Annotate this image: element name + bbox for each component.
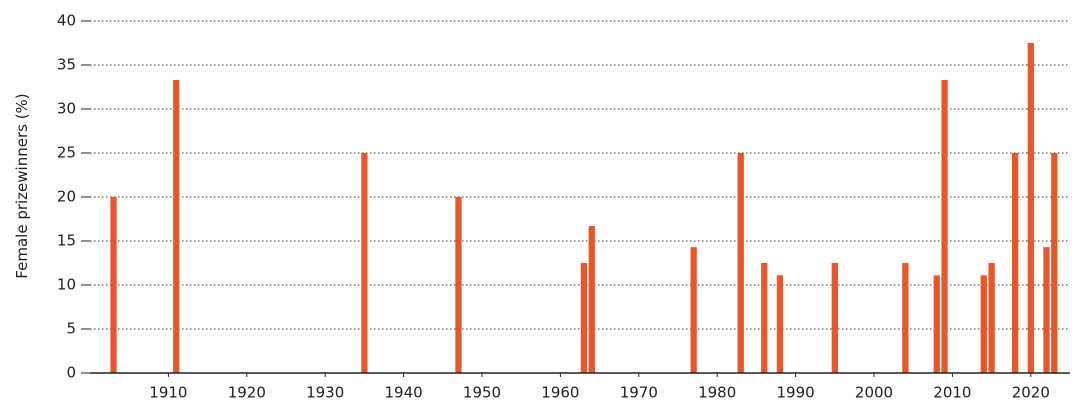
y-tick-label: 35 [57, 56, 76, 74]
bar [761, 263, 768, 373]
bar [737, 153, 744, 373]
x-tick-label: 2010 [933, 384, 971, 402]
x-tick-label: 1980 [698, 384, 736, 402]
bar [1027, 43, 1034, 373]
x-tick-label: 1960 [541, 384, 579, 402]
y-tick-label: 10 [57, 276, 76, 294]
x-tick-label: 1990 [777, 384, 815, 402]
y-tick-label: 20 [57, 188, 76, 206]
y-tick-label: 25 [57, 144, 76, 162]
y-tick-label: 5 [66, 320, 76, 338]
y-tick-label: 15 [57, 232, 76, 250]
bar [1051, 153, 1058, 373]
bar [690, 247, 697, 373]
bar [831, 263, 838, 373]
x-tick-label: 2000 [855, 384, 893, 402]
y-tick-label: 40 [57, 12, 76, 30]
x-tick-label: 1950 [463, 384, 501, 402]
bar [776, 275, 784, 373]
x-tick-label: 1940 [385, 384, 423, 402]
bar [110, 197, 117, 373]
bar [455, 197, 462, 373]
x-tick-label: 1910 [149, 384, 187, 402]
bar [980, 275, 987, 373]
bar [902, 263, 909, 373]
x-tick-label: 1970 [620, 384, 658, 402]
bar [941, 79, 948, 374]
y-axis-label: Female prizewinners (%) [13, 93, 31, 279]
y-tick-label: 0 [66, 364, 76, 382]
bar [933, 275, 940, 373]
bar [588, 226, 595, 373]
bar [580, 263, 588, 373]
bar [988, 263, 995, 373]
x-tick-label: 1920 [228, 384, 266, 402]
bar [173, 79, 180, 374]
bar [1011, 153, 1019, 373]
x-tick-label: 1930 [306, 384, 344, 402]
bar [1043, 247, 1050, 373]
x-tick-label: 2020 [1012, 384, 1050, 402]
bar [361, 153, 368, 373]
y-tick-label: 30 [57, 100, 76, 118]
